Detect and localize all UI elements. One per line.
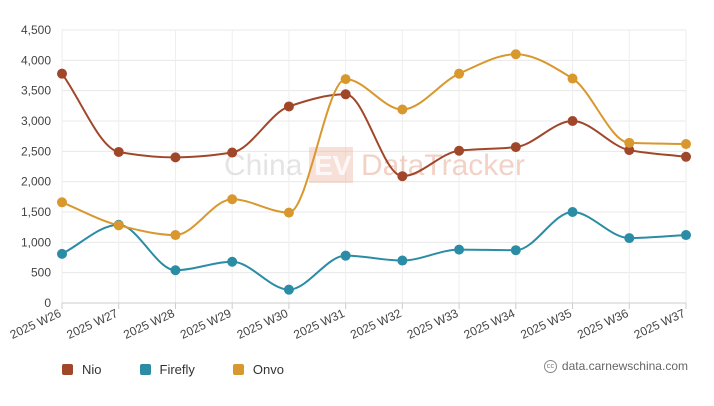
data-point-nio <box>283 101 294 112</box>
data-point-onvo <box>113 220 124 231</box>
series-line-firefly <box>61 210 687 291</box>
data-point-nio <box>113 146 124 157</box>
data-point-onvo <box>567 73 578 84</box>
x-tick-label: 2025 W28 <box>121 306 177 342</box>
x-axis-ticks: 2025 W26 2025 W27 2025 W28 2025 W29 2025 W30… <box>8 306 688 342</box>
y-tick-label: 2,000 <box>21 175 51 189</box>
data-point-firefly <box>567 207 578 217</box>
legend-swatch-firefly <box>139 364 151 375</box>
y-tick-label: 4,500 <box>21 23 51 37</box>
y-tick-label: 4,000 <box>21 53 51 67</box>
y-tick-label: 500 <box>31 266 51 280</box>
y-tick-label: 2,500 <box>21 144 51 158</box>
x-tick-label: 2025 W29 <box>178 306 234 342</box>
legend: Nio Firefly Onvo <box>62 362 322 377</box>
x-tick-label: 2025 W27 <box>65 306 121 342</box>
data-point-firefly <box>454 244 465 255</box>
data-point-nio <box>624 145 635 156</box>
x-tick-label: 2025 W33 <box>405 306 461 342</box>
data-point-firefly <box>57 248 67 259</box>
x-tick-label: 2025 W32 <box>348 306 404 342</box>
data-point-onvo <box>624 137 635 148</box>
y-tick-label: 3,500 <box>21 84 51 98</box>
data-point-onvo <box>170 230 181 241</box>
data-point-onvo <box>454 68 465 79</box>
data-point-firefly <box>340 250 351 261</box>
watermark-text-left: China <box>224 149 303 182</box>
x-tick-label: 2025 W37 <box>632 306 688 342</box>
data-point-firefly <box>681 230 691 241</box>
source-text: data.carnewschina.com <box>561 359 688 373</box>
data-point-onvo <box>340 74 351 85</box>
data-point-firefly <box>283 284 294 295</box>
legend-label-nio: Nio <box>82 362 102 377</box>
legend-item-firefly[interactable]: Firefly <box>139 362 195 377</box>
data-point-onvo <box>681 139 691 150</box>
legend-item-nio[interactable]: Nio <box>62 362 102 377</box>
x-tick-label: 2025 W35 <box>518 306 574 342</box>
data-point-firefly <box>397 255 408 266</box>
data-point-onvo <box>510 49 521 60</box>
legend-item-onvo[interactable]: Onvo <box>232 362 284 377</box>
x-tick-label: 2025 W36 <box>575 306 631 342</box>
watermark-badge-text: EV <box>314 150 352 181</box>
data-point-onvo <box>397 104 408 115</box>
y-axis-ticks: 0 500 1,000 1,500 2,000 2,500 3,000 3,500 4,000 4… <box>21 23 51 310</box>
data-point-nio <box>567 116 578 126</box>
legend-swatch-nio <box>62 364 73 375</box>
x-tick-label: 2025 W30 <box>235 306 291 342</box>
watermark-badge <box>309 147 353 183</box>
data-point-firefly <box>170 265 181 276</box>
data-point-nio <box>454 145 465 156</box>
data-point-nio <box>397 171 408 182</box>
data-point-nio <box>227 147 238 158</box>
x-tick-label: 2025 W34 <box>462 306 518 342</box>
x-tick-label: 2025 W26 <box>8 306 64 342</box>
data-point-firefly <box>227 256 238 267</box>
y-tick-label: 3,000 <box>21 114 51 128</box>
data-point-nio <box>57 68 67 79</box>
data-point-onvo <box>283 207 294 218</box>
watermark: China EV DataTracker <box>224 147 525 183</box>
data-point-nio <box>510 142 521 153</box>
legend-label-firefly: Firefly <box>159 362 195 377</box>
data-point-onvo <box>57 197 67 208</box>
legend-swatch-onvo <box>232 364 244 375</box>
data-point-firefly <box>510 245 521 256</box>
data-point-firefly <box>624 233 635 244</box>
data-point-nio <box>170 152 181 163</box>
series-points <box>57 49 691 295</box>
data-point-nio <box>681 151 691 162</box>
x-tick-label: 2025 W31 <box>291 306 347 342</box>
cc-icon: cc <box>543 359 557 373</box>
source-credit: cc data.carnewschina.com <box>543 359 688 373</box>
data-point-onvo <box>227 194 238 205</box>
y-tick-label: 1,500 <box>21 205 51 219</box>
y-tick-label: 0 <box>44 296 51 310</box>
series-line-onvo <box>61 53 687 237</box>
watermark-text-right: DataTracker <box>361 149 525 182</box>
y-tick-label: 1,000 <box>21 235 51 249</box>
legend-label-onvo: Onvo <box>252 362 284 377</box>
data-point-nio <box>340 89 351 100</box>
